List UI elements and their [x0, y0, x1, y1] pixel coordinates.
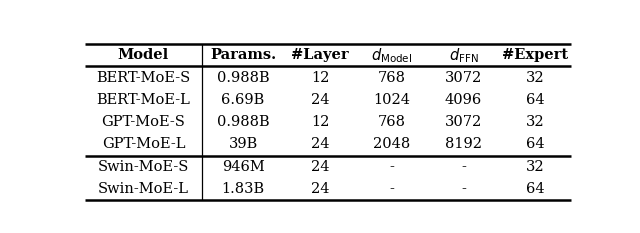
- Text: #Expert: #Expert: [502, 48, 568, 62]
- Text: 12: 12: [311, 71, 329, 85]
- Text: 1024: 1024: [373, 93, 410, 107]
- Text: 6.69B: 6.69B: [221, 93, 264, 107]
- Text: $d_{\rm FFN}$: $d_{\rm FFN}$: [449, 46, 478, 65]
- Text: GPT-MoE-S: GPT-MoE-S: [102, 115, 186, 129]
- Text: 768: 768: [378, 71, 406, 85]
- Text: 8192: 8192: [445, 137, 482, 151]
- Text: #Layer: #Layer: [291, 48, 349, 62]
- Text: 946M: 946M: [221, 160, 264, 174]
- Text: 32: 32: [526, 160, 545, 174]
- Text: 39B: 39B: [228, 137, 258, 151]
- Text: 64: 64: [526, 182, 545, 196]
- Text: Model: Model: [118, 48, 169, 62]
- Text: 2048: 2048: [373, 137, 410, 151]
- Text: -: -: [461, 182, 466, 196]
- Text: $d_{\rm Model}$: $d_{\rm Model}$: [371, 46, 412, 65]
- Text: 64: 64: [526, 137, 545, 151]
- Text: 32: 32: [526, 71, 545, 85]
- Text: BERT-MoE-S: BERT-MoE-S: [96, 71, 191, 85]
- Text: 0.988B: 0.988B: [217, 115, 269, 129]
- Text: 4096: 4096: [445, 93, 482, 107]
- Text: 768: 768: [378, 115, 406, 129]
- Text: 24: 24: [311, 93, 330, 107]
- Text: Swin-MoE-S: Swin-MoE-S: [98, 160, 189, 174]
- Text: 3072: 3072: [445, 115, 482, 129]
- Text: 32: 32: [526, 115, 545, 129]
- Text: 12: 12: [311, 115, 329, 129]
- Text: BERT-MoE-L: BERT-MoE-L: [97, 93, 190, 107]
- Text: 64: 64: [526, 93, 545, 107]
- Text: 24: 24: [311, 137, 330, 151]
- Text: -: -: [461, 160, 466, 174]
- Text: 24: 24: [311, 160, 330, 174]
- Text: 3072: 3072: [445, 71, 482, 85]
- Text: -: -: [389, 160, 394, 174]
- Text: 0.988B: 0.988B: [217, 71, 269, 85]
- Text: -: -: [389, 182, 394, 196]
- Text: Params.: Params.: [210, 48, 276, 62]
- Text: 1.83B: 1.83B: [221, 182, 264, 196]
- Text: GPT-MoE-L: GPT-MoE-L: [102, 137, 185, 151]
- Text: 24: 24: [311, 182, 330, 196]
- Text: Swin-MoE-L: Swin-MoE-L: [98, 182, 189, 196]
